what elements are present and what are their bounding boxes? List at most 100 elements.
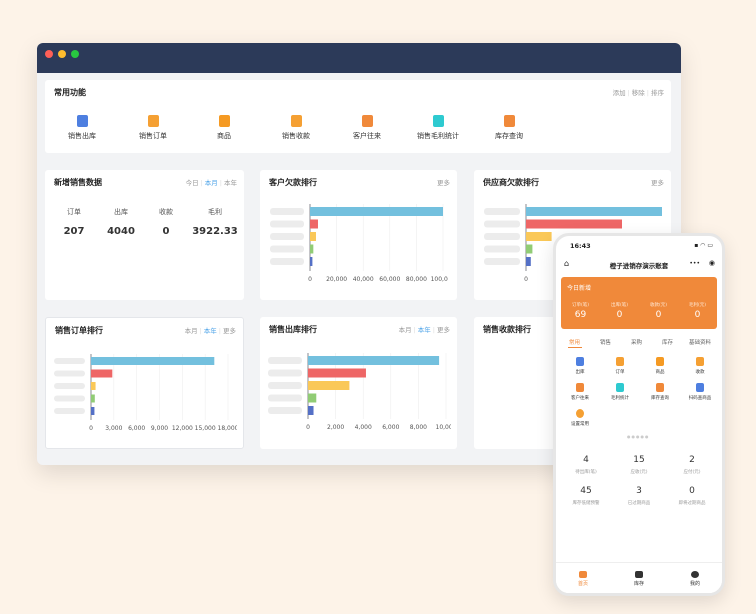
x-tick-label: 60,000 (379, 276, 400, 283)
tab-month[interactable]: 本月 (398, 326, 412, 334)
tab-purchase[interactable]: 采购 (631, 340, 643, 346)
tab-year[interactable]: 本年 (417, 326, 431, 334)
x-tick-label: 0 (89, 425, 93, 432)
minimize-window-button[interactable] (58, 50, 66, 58)
x-tick-label: 0 (308, 276, 312, 283)
bar (526, 219, 622, 229)
x-tick-label: 40,000 (353, 276, 374, 283)
category-label (268, 407, 302, 414)
category-label (484, 245, 520, 253)
profit-icon (432, 115, 444, 127)
category-label (270, 220, 304, 228)
remove-button[interactable]: 移除 (631, 89, 645, 97)
common-functions-title: 常用功能 (54, 88, 86, 97)
func-gross-profit[interactable]: 销售毛利统计 (408, 115, 468, 141)
func-product[interactable]: 商品 (194, 115, 254, 141)
home-icon[interactable]: ⌂ (564, 259, 570, 268)
category-label (484, 208, 520, 215)
nav-mine[interactable]: 我的 (680, 571, 710, 587)
grid-outbound[interactable]: 出库 (565, 357, 595, 375)
bar (308, 368, 366, 378)
category-label (484, 233, 520, 240)
today-profit-value: 0 (694, 310, 701, 320)
bar (310, 244, 314, 254)
tab-year[interactable]: 本年 (203, 327, 217, 335)
category-label (54, 358, 85, 364)
tile-receivable[interactable]: 15 应收(元) (614, 450, 664, 478)
sort-button[interactable]: 排序 (651, 89, 664, 97)
nav-inventory[interactable]: 库存 (624, 571, 654, 587)
bar (526, 207, 662, 216)
supplier-debt-chart: 02, (484, 204, 662, 283)
sales-out-rank-card: 销售出库排行 本月 | 本年 | 更多 0 2,000 4,000 6,000 8,000 10,… (260, 317, 457, 449)
grid-set-common[interactable]: 设置常用 (565, 409, 595, 427)
x-tick-label: 0 (524, 276, 528, 283)
func-sales-order[interactable]: 销售订单 (123, 115, 183, 141)
category-label (270, 245, 304, 253)
common-functions-card: 常用功能 添加 | 移除 | 排序 销售出库 销售订单 商品 销售收款 客户往来 销售毛… (45, 80, 671, 153)
tile-expiring[interactable]: 0 即将过期商品 (667, 481, 717, 509)
close-window-button[interactable] (45, 50, 53, 58)
box-icon (656, 357, 664, 366)
user-icon (691, 571, 699, 578)
func-sales-outbound[interactable]: 销售出库 (52, 115, 112, 141)
tab-basic-data[interactable]: 基础资料 (689, 340, 712, 346)
func-inventory-query[interactable]: 库存查询 (479, 115, 539, 141)
category-label (268, 394, 302, 402)
new-sales-card: 新增销售数据 今日 | 本月 | 本年 订单 207 出库 4040 收款 0 毛利 3922.… (45, 170, 244, 300)
today-new-title: 今日新增 (567, 285, 592, 292)
grid-scan-product[interactable]: 扫码查商品 (685, 383, 715, 401)
tile-payable[interactable]: 2 应付(元) (667, 450, 717, 478)
order-icon (616, 357, 624, 366)
add-button[interactable]: 添加 (612, 89, 626, 97)
sales-order-rank-title: 销售订单排行 (55, 326, 103, 335)
tab-year[interactable]: 本年 (224, 179, 237, 187)
x-tick-label: 18,000 (218, 425, 238, 432)
bottom-nav: 首页 库存 我的 (556, 562, 722, 593)
capsule-close-icon[interactable]: ◉ (708, 259, 715, 267)
more-link[interactable]: 更多 (651, 179, 664, 187)
status-icons: ▪ ◠ ▭ (694, 242, 713, 249)
inventory-icon (635, 571, 643, 578)
func-sales-receipt[interactable]: 销售收款 (266, 115, 326, 141)
today-orders-value: 69 (574, 310, 587, 320)
tile-pending-out[interactable]: 4 待出库(笔) (561, 450, 611, 478)
sales-receipt-rank-title: 销售收款排行 (483, 325, 531, 334)
func-customer-account[interactable]: 客户往来 (337, 115, 397, 141)
tab-inventory[interactable]: 库存 (662, 340, 674, 346)
category-label (270, 208, 304, 215)
clipboard-icon (576, 357, 584, 366)
common-functions-actions: 添加 | 移除 | 排序 (612, 89, 664, 97)
more-menu-icon[interactable]: ••• (689, 260, 700, 267)
maximize-window-button[interactable] (71, 50, 79, 58)
bar (310, 257, 313, 266)
tile-low-stock[interactable]: 45 库存低储预警 (561, 481, 611, 509)
tile-expired[interactable]: 3 已过期商品 (614, 481, 664, 509)
grid-order[interactable]: 订单 (605, 357, 635, 375)
category-label (270, 233, 304, 240)
tab-month[interactable]: 本月 (204, 179, 218, 187)
grid-receipt[interactable]: 收款 (685, 357, 715, 375)
tab-today[interactable]: 今日 (185, 179, 199, 187)
x-tick-label: 20,000 (326, 276, 347, 283)
warehouse-icon (503, 115, 515, 127)
x-tick-label: 80,000 (406, 276, 427, 283)
more-link[interactable]: 更多 (437, 179, 450, 187)
grid-gross-profit[interactable]: 毛利统计 (605, 383, 635, 401)
nav-home[interactable]: 首页 (568, 571, 598, 587)
order-icon (147, 115, 159, 127)
tab-common[interactable]: 常用 (569, 340, 581, 346)
x-tick-label: 9,000 (151, 425, 168, 432)
stat-gross-profit: 毛利 3922.33 (192, 208, 238, 237)
grid-customer-account[interactable]: 客户往来 (565, 383, 595, 401)
tab-month[interactable]: 本月 (184, 327, 198, 335)
category-label (268, 357, 302, 364)
grid-product[interactable]: 商品 (645, 357, 675, 375)
bar (310, 219, 318, 229)
more-link[interactable]: 更多 (437, 326, 450, 334)
grid-inventory-query[interactable]: 库存查询 (645, 383, 675, 401)
tab-sales[interactable]: 销售 (600, 340, 612, 346)
bar (91, 382, 96, 390)
more-link[interactable]: 更多 (223, 327, 236, 335)
category-label (54, 395, 85, 402)
